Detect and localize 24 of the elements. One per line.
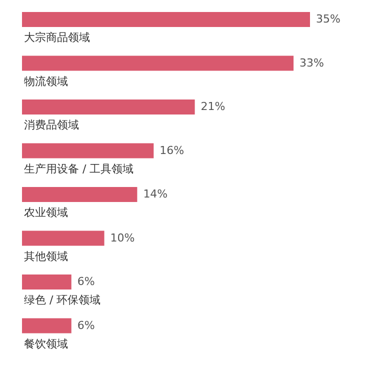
bar (22, 100, 195, 114)
bar (22, 187, 138, 202)
y-tick-label: 餐饮领域 (24, 337, 68, 350)
y-tick-label: 消费品领域 (24, 118, 79, 132)
bar (22, 143, 154, 158)
y-tick-label: 生产用设备 / 工具领域 (24, 162, 134, 176)
y-tick-label: 大宗商品领域 (24, 31, 90, 44)
data-label: 6% (77, 318, 95, 332)
data-label: 21% (200, 100, 226, 114)
bar (22, 274, 72, 290)
bar (22, 318, 72, 334)
data-label: 6% (77, 275, 95, 288)
data-label: 33% (300, 56, 324, 70)
data-label: 35% (316, 12, 340, 26)
y-tick-label: 物流领域 (24, 74, 68, 88)
data-label: 14% (143, 188, 168, 201)
y-tick-label: 其他领域 (24, 250, 68, 263)
y-tick-label: 农业领域 (24, 206, 68, 219)
y-tick-label: 绿色 / 环保领域 (24, 294, 101, 306)
bar (22, 230, 104, 246)
data-label: 16% (160, 144, 184, 157)
bar (22, 56, 294, 71)
data-label: 10% (110, 231, 135, 244)
bar (22, 12, 310, 27)
